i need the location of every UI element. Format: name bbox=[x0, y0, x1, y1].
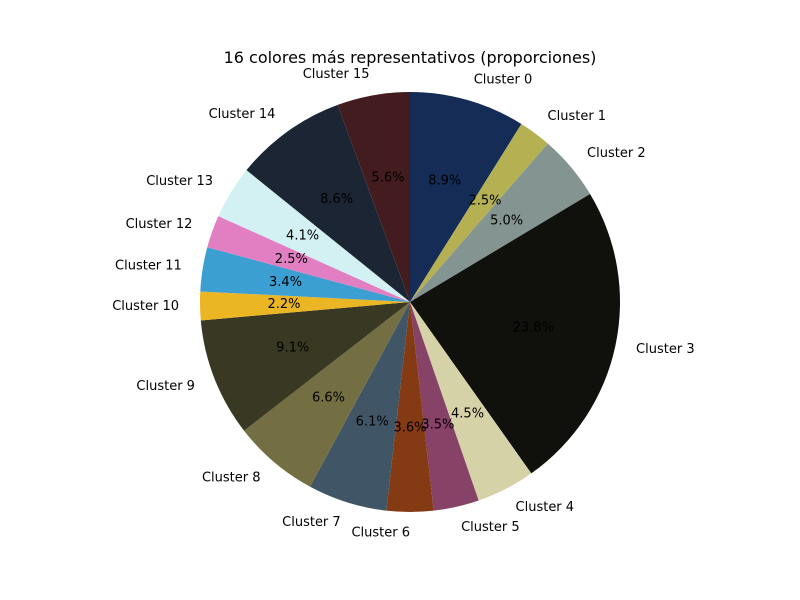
slice-label-cluster-7: Cluster 7 bbox=[282, 515, 341, 530]
pie-slice-cluster-15 bbox=[337, 92, 410, 302]
slice-percent-cluster-15: 5.6% bbox=[371, 170, 404, 185]
slice-label-cluster-5: Cluster 5 bbox=[461, 520, 520, 535]
pie-slice-cluster-8 bbox=[244, 302, 410, 487]
pie-slice-cluster-7 bbox=[309, 302, 410, 511]
slice-label-cluster-14: Cluster 14 bbox=[209, 107, 276, 122]
slice-label-cluster-0: Cluster 0 bbox=[474, 72, 533, 87]
slice-percent-cluster-4: 4.5% bbox=[451, 407, 484, 422]
slice-percent-cluster-5: 3.5% bbox=[421, 417, 454, 432]
slice-percent-cluster-6: 3.6% bbox=[393, 421, 426, 436]
pie-slice-cluster-13 bbox=[218, 170, 410, 302]
slice-label-cluster-2: Cluster 2 bbox=[587, 146, 646, 161]
pie-slice-cluster-10 bbox=[200, 291, 410, 321]
slice-label-cluster-11: Cluster 11 bbox=[115, 258, 182, 273]
slice-percent-cluster-7: 6.1% bbox=[356, 415, 389, 430]
slice-percent-cluster-1: 2.5% bbox=[469, 193, 502, 208]
pie-slices bbox=[200, 92, 621, 512]
slice-label-cluster-12: Cluster 12 bbox=[126, 217, 193, 232]
slice-label-cluster-4: Cluster 4 bbox=[516, 500, 575, 515]
slice-percent-cluster-14: 8.6% bbox=[320, 192, 353, 207]
slice-label-cluster-8: Cluster 8 bbox=[202, 471, 261, 486]
slice-percent-cluster-12: 2.5% bbox=[275, 252, 308, 267]
pie-slice-cluster-14 bbox=[246, 104, 410, 302]
chart-title: 16 colores más representativos (proporci… bbox=[224, 48, 597, 67]
slice-percent-cluster-0: 8.9% bbox=[428, 173, 461, 188]
slice-label-cluster-1: Cluster 1 bbox=[548, 109, 607, 124]
pie-slice-cluster-3 bbox=[410, 193, 621, 474]
slice-label-cluster-9: Cluster 9 bbox=[136, 379, 195, 394]
slice-label-cluster-10: Cluster 10 bbox=[112, 299, 179, 314]
slice-percent-cluster-3: 23.8% bbox=[513, 320, 554, 335]
slice-percent-cluster-9: 9.1% bbox=[276, 341, 309, 356]
slice-percent-cluster-8: 6.6% bbox=[312, 391, 345, 406]
pie-slice-cluster-12 bbox=[207, 216, 410, 302]
pie-slice-cluster-6 bbox=[386, 302, 434, 512]
pie-slice-cluster-0 bbox=[410, 92, 522, 302]
slice-label-cluster-15: Cluster 15 bbox=[303, 67, 370, 82]
slice-label-cluster-3: Cluster 3 bbox=[636, 342, 695, 357]
slice-percent-cluster-11: 3.4% bbox=[269, 275, 302, 290]
pie-slice-cluster-1 bbox=[410, 123, 548, 302]
slice-percent-cluster-10: 2.2% bbox=[268, 297, 301, 312]
pie-slice-cluster-9 bbox=[200, 302, 410, 431]
slice-percent-cluster-13: 4.1% bbox=[286, 229, 319, 244]
slice-percent-cluster-2: 5.0% bbox=[490, 214, 523, 229]
pie-slice-cluster-5 bbox=[410, 302, 479, 511]
pie-labels: Cluster 0 8.9% Cluster 1 2.5% Cluster 2 5.0% C… bbox=[112, 67, 694, 540]
slice-label-cluster-6: Cluster 6 bbox=[351, 526, 410, 541]
slice-label-cluster-13: Cluster 13 bbox=[146, 174, 213, 189]
pie-slice-cluster-2 bbox=[410, 143, 591, 302]
pie-slice-cluster-4 bbox=[410, 302, 532, 501]
pie-slice-cluster-11 bbox=[200, 247, 410, 302]
